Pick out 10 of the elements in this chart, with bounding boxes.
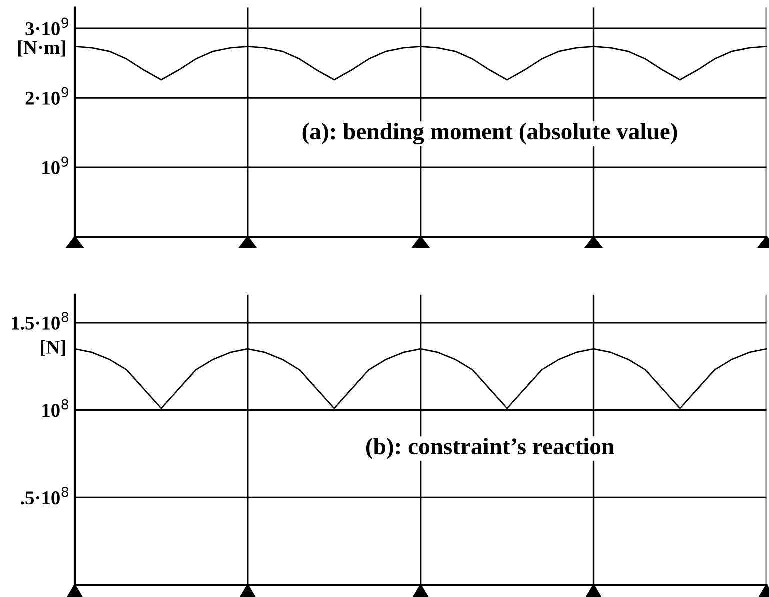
y-tick-label: 10$^{8}$ [42, 399, 69, 418]
y-tick-label: 10$^{9}$ [42, 156, 68, 174]
y-tick-label: 3·10$^{9}$ [26, 18, 69, 36]
y-tick-label: 2·10$^{9}$ [26, 87, 69, 105]
y-axis-title: [N] [41, 340, 66, 356]
annotation: (b): constraint’s reaction [366, 438, 614, 460]
annotation: (a): bending moment (absolute value) [302, 123, 678, 145]
y-tick-label: 1.5·10$^{8}$ [12, 312, 69, 330]
y-axis-title: [N·m] [18, 40, 66, 57]
y-tick-label: .5·10$^{8}$ [21, 486, 69, 505]
